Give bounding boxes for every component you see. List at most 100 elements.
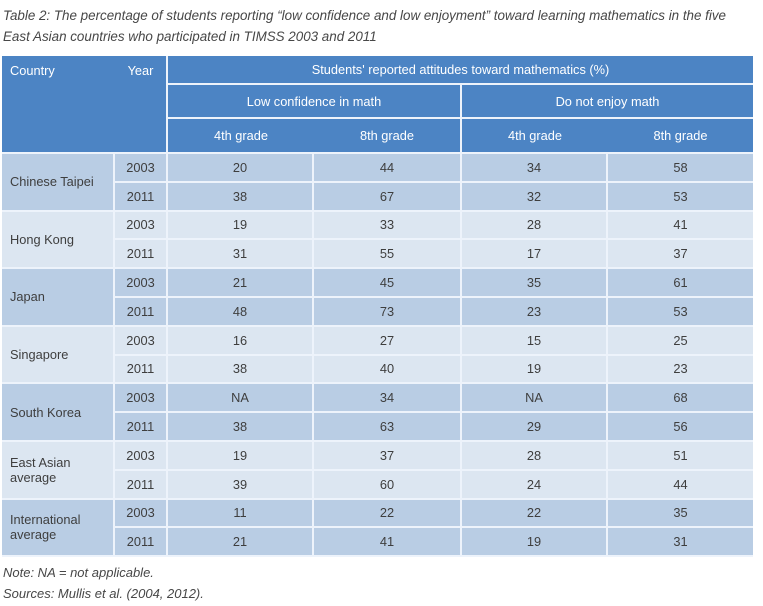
value-cell: 34	[462, 154, 608, 183]
year-cell: 2011	[115, 528, 168, 558]
value-cell: 19	[168, 211, 314, 241]
value-cell: 44	[608, 470, 753, 500]
value-cell: 31	[168, 240, 314, 270]
table-row: Hong Kong 2003 19 33 28 41	[2, 211, 753, 270]
value-cell: 28	[462, 441, 608, 471]
country-cell: Chinese Taipei	[2, 154, 115, 212]
table-caption: Table 2: The percentage of students repo…	[3, 8, 727, 44]
country-cell: South Korea	[2, 384, 115, 442]
year-cell: 2003	[115, 384, 168, 414]
table-row: 2011 48 73 23 53	[2, 297, 753, 327]
table-row: Japan 2003 21 45 35 61	[2, 269, 753, 327]
year-cell: 2003	[115, 326, 168, 356]
value-cell: 51	[608, 441, 753, 471]
value-cell: 21	[168, 269, 314, 298]
table-row: Chinese Taipei 2003 20 44 34 58	[2, 154, 753, 212]
value-cell: 25	[608, 326, 753, 356]
value-cell: 11	[168, 499, 314, 529]
value-cell: 24	[462, 470, 608, 500]
value-cell: 39	[168, 470, 314, 500]
value-cell: 22	[314, 499, 462, 529]
value-cell: 33	[314, 211, 462, 241]
value-cell: 63	[314, 413, 462, 442]
table-body: Chinese Taipei 2003 20 44 34 58 2011 38 …	[2, 154, 753, 558]
note-line: Note: NA = not applicable.	[3, 565, 154, 581]
value-cell: 21	[168, 528, 314, 558]
value-cell: 34	[314, 384, 462, 414]
year-cell: 2003	[115, 499, 168, 529]
value-cell: 58	[608, 154, 753, 183]
header-grade8-confidence: 8th grade	[314, 119, 462, 154]
sources-line: Sources: Mullis et al. (2004, 2012).	[3, 586, 204, 602]
value-cell: 23	[462, 297, 608, 327]
value-cell: 48	[168, 297, 314, 327]
table-row: Singapore 2003 16 27 15 25	[2, 326, 753, 385]
table-row: International average 2003 11 22 22 35	[2, 499, 753, 558]
value-cell: 37	[314, 441, 462, 471]
table-row: 2011 21 41 19 31	[2, 528, 753, 558]
value-cell: NA	[168, 384, 314, 414]
value-cell: 19	[462, 528, 608, 558]
value-cell: 60	[314, 470, 462, 500]
value-cell: 29	[462, 413, 608, 442]
value-cell: 45	[314, 269, 462, 298]
value-cell: 35	[608, 499, 753, 529]
year-cell: 2003	[115, 269, 168, 298]
value-cell: 32	[462, 182, 608, 212]
value-cell: 68	[608, 384, 753, 414]
header-do-not-enjoy: Do not enjoy math	[462, 85, 753, 119]
value-cell: 40	[314, 355, 462, 385]
table-row: 2011 31 55 17 37	[2, 240, 753, 270]
value-cell: 55	[314, 240, 462, 270]
header-grade8-enjoy: 8th grade	[608, 119, 753, 154]
value-cell: 22	[462, 499, 608, 529]
value-cell: 73	[314, 297, 462, 327]
value-cell: 35	[462, 269, 608, 298]
country-cell: Singapore	[2, 326, 115, 385]
header-grade4-confidence: 4th grade	[168, 119, 314, 154]
value-cell: 67	[314, 182, 462, 212]
table-notes: Note: NA = not applicable. Sources: Mull…	[3, 562, 763, 604]
header-grade4-enjoy: 4th grade	[462, 119, 608, 154]
value-cell: 38	[168, 355, 314, 385]
value-cell: 44	[314, 154, 462, 183]
value-cell: 28	[462, 211, 608, 241]
table-row: 2011 38 40 19 23	[2, 355, 753, 385]
year-cell: 2011	[115, 182, 168, 212]
value-cell: 37	[608, 240, 753, 270]
value-cell: 41	[314, 528, 462, 558]
header-year: Year	[115, 56, 168, 154]
value-cell: 17	[462, 240, 608, 270]
value-cell: 41	[608, 211, 753, 241]
value-cell: 16	[168, 326, 314, 356]
table-row: East Asian average 2003 19 37 28 51	[2, 441, 753, 500]
value-cell: 20	[168, 154, 314, 183]
country-cell: International average	[2, 499, 115, 558]
year-cell: 2003	[115, 211, 168, 241]
timss-attitudes-table: Country Year Students' reported attitude…	[2, 56, 753, 558]
value-cell: 27	[314, 326, 462, 356]
table-row: South Korea 2003 NA 34 NA 68	[2, 384, 753, 442]
value-cell: 23	[608, 355, 753, 385]
table-header: Country Year Students' reported attitude…	[2, 56, 753, 154]
value-cell: 19	[168, 441, 314, 471]
country-cell: Hong Kong	[2, 211, 115, 270]
year-cell: 2011	[115, 240, 168, 270]
country-cell: East Asian average	[2, 441, 115, 500]
table-row: 2011 38 67 32 53	[2, 182, 753, 212]
header-low-confidence: Low confidence in math	[168, 85, 462, 119]
year-cell: 2011	[115, 413, 168, 442]
value-cell: 38	[168, 182, 314, 212]
year-cell: 2011	[115, 470, 168, 500]
value-cell: 53	[608, 297, 753, 327]
table-row: 2011 39 60 24 44	[2, 470, 753, 500]
value-cell: 15	[462, 326, 608, 356]
value-cell: 61	[608, 269, 753, 298]
table-row: 2011 38 63 29 56	[2, 413, 753, 442]
year-cell: 2003	[115, 154, 168, 183]
header-attitudes: Students' reported attitudes toward math…	[168, 56, 753, 85]
value-cell: 38	[168, 413, 314, 442]
value-cell: 19	[462, 355, 608, 385]
value-cell: NA	[462, 384, 608, 414]
